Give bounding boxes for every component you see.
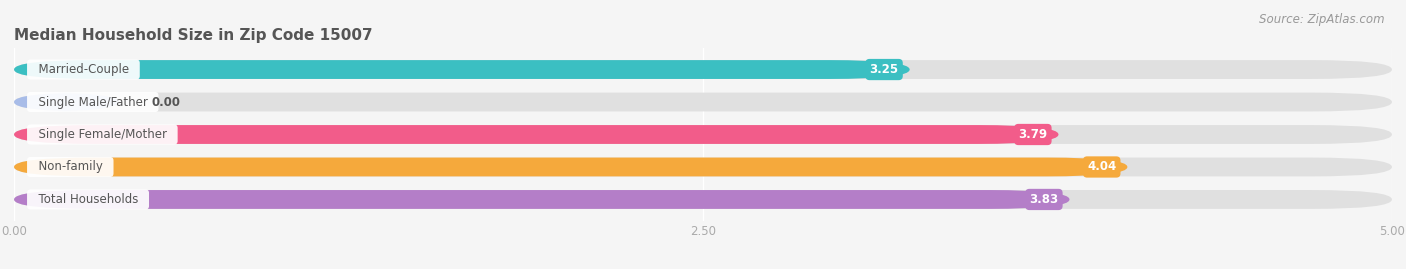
FancyBboxPatch shape: [14, 60, 1392, 79]
FancyBboxPatch shape: [14, 190, 1392, 209]
FancyBboxPatch shape: [14, 158, 1128, 176]
FancyBboxPatch shape: [14, 125, 1059, 144]
FancyBboxPatch shape: [14, 190, 1070, 209]
Text: Total Households: Total Households: [31, 193, 145, 206]
Text: Source: ZipAtlas.com: Source: ZipAtlas.com: [1260, 13, 1385, 26]
Text: Non-family: Non-family: [31, 161, 110, 174]
Text: Single Male/Father: Single Male/Father: [31, 95, 155, 108]
FancyBboxPatch shape: [14, 60, 910, 79]
Text: 0.00: 0.00: [152, 95, 181, 108]
FancyBboxPatch shape: [14, 125, 1392, 144]
FancyBboxPatch shape: [14, 158, 1392, 176]
Text: Single Female/Mother: Single Female/Mother: [31, 128, 174, 141]
Text: 4.04: 4.04: [1087, 161, 1116, 174]
Text: Median Household Size in Zip Code 15007: Median Household Size in Zip Code 15007: [14, 28, 373, 43]
Text: 3.79: 3.79: [1018, 128, 1047, 141]
FancyBboxPatch shape: [14, 93, 118, 111]
Text: 3.83: 3.83: [1029, 193, 1059, 206]
Text: Married-Couple: Married-Couple: [31, 63, 136, 76]
Text: 3.25: 3.25: [869, 63, 898, 76]
FancyBboxPatch shape: [14, 93, 1392, 111]
